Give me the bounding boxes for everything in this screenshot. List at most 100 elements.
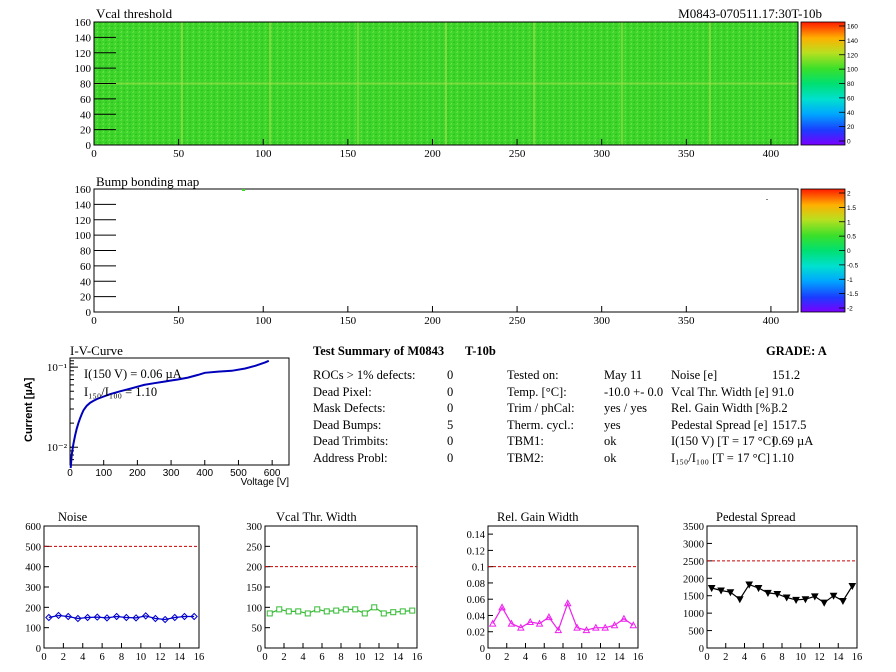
- data-point: [304, 610, 311, 617]
- data-point: [314, 606, 321, 613]
- vcal-scale-ticks-label: 140: [847, 38, 858, 45]
- plot-x-tick-label: 6: [319, 652, 324, 663]
- vcal-x-tick-label: 300: [593, 148, 610, 160]
- data-point: [829, 592, 838, 600]
- series-line: [48, 614, 195, 621]
- plot-x-tick-label: 12: [374, 652, 385, 663]
- plot-y-tick-label: 0: [257, 644, 262, 655]
- summary-left-label: ROCs > 1% defects:: [313, 368, 416, 382]
- bump-scale-ticks-label: 2: [847, 191, 851, 198]
- bump-map-title: Bump bonding map: [96, 174, 199, 189]
- iv-y-tick-label: 10⁻¹: [47, 362, 67, 374]
- plot-x-tick-label: 2: [504, 652, 509, 663]
- data-point: [45, 613, 53, 622]
- data-point: [380, 610, 387, 617]
- plot-x-tick-label: 0: [485, 652, 490, 663]
- plot-y-tick-label: 0: [699, 644, 704, 655]
- plot-x-tick-label: 12: [595, 652, 606, 663]
- bump-scale-ticks-label: 0: [847, 248, 851, 255]
- data-point: [399, 608, 406, 615]
- bump-x-tick-label: 300: [593, 315, 610, 327]
- summary-middle-value: ok: [604, 451, 617, 465]
- plot-y-tick-label: 150: [246, 583, 262, 594]
- plot-x-tick-label: 2: [61, 652, 66, 663]
- bump-x-tick-label: 200: [424, 315, 441, 327]
- vcal-y-tick-label: 40: [80, 109, 92, 121]
- summary-middle-label: Tested on:: [507, 368, 559, 382]
- series-line: [269, 606, 413, 615]
- data-point: [190, 612, 198, 621]
- data-point: [573, 623, 581, 631]
- plot-y-tick-label: 200: [25, 603, 41, 614]
- plot-x-tick-label: 0: [262, 652, 267, 663]
- vcal-y-tick-label: 100: [75, 63, 92, 75]
- iv-annotation-ratio: I₁₅₀/I₁₀₀ = 1.10: [84, 385, 157, 399]
- data-point: [848, 582, 857, 590]
- summary-left-label: Dead Bumps:: [313, 417, 382, 432]
- data-point: [764, 589, 772, 597]
- vcal-y-tick-label: 160: [75, 17, 92, 29]
- data-point: [323, 608, 330, 615]
- data-point: [839, 597, 847, 605]
- plot-x-tick-label: 16: [633, 652, 644, 663]
- data-point: [488, 619, 497, 627]
- data-point: [103, 614, 111, 622]
- bump-x-tick-label: 150: [340, 315, 357, 327]
- data-point: [707, 585, 716, 593]
- iv-x-tick-label: 200: [129, 468, 146, 479]
- data-point: [620, 614, 628, 622]
- summary-middle-value: -10.0 +- 0.0: [604, 384, 664, 399]
- plot-x-tick-label: 8: [779, 652, 784, 663]
- data-point: [735, 596, 744, 604]
- bump-y-tick-label: 120: [75, 215, 92, 227]
- bump-x-tick-label: 400: [763, 315, 780, 327]
- bump-x-tick-label: 100: [255, 315, 272, 327]
- summary-right-value: 3.2: [772, 401, 788, 416]
- plot-x-tick-label: 8: [338, 652, 343, 663]
- plot-2: Rel. Gain Width 0 0.02 0.04 0.06 0.08 0.1 0.12 0…: [467, 510, 644, 663]
- summary-middle-label: Therm. cycl.:: [507, 417, 574, 432]
- series-line: [492, 601, 634, 632]
- vcal-x-tick-label: 400: [763, 148, 780, 160]
- iv-x-tick-label: 500: [230, 468, 247, 479]
- bump-y-tick-label: 60: [80, 261, 92, 273]
- plot-x-tick-label: 2: [723, 652, 728, 663]
- summary-middle-label: Trim / phCal:: [507, 401, 575, 416]
- bump-scale-ticks-label: 1.5: [847, 205, 856, 212]
- iv-x-tick-label: 400: [196, 468, 213, 479]
- plot-y-tick-label: 1000: [683, 609, 704, 620]
- plot-y-tick-label: 200: [246, 563, 262, 574]
- iv-curve-line: [69, 359, 270, 469]
- plot-y-tick-label: 2000: [683, 574, 704, 585]
- vcal-scale-ticks-label: 80: [847, 81, 855, 88]
- plot-0: Noise 0 100 200 300 400 500 600 0 2 4 6 8 10 12 14 16: [25, 510, 204, 663]
- vcal-y-tick-label: 0: [86, 140, 92, 152]
- iv-x-tick-label: 300: [163, 468, 180, 479]
- grade-label: GRADE: A: [766, 344, 827, 358]
- data-point: [142, 612, 150, 620]
- vcal-x-tick-label: 200: [424, 148, 441, 160]
- data-point: [726, 589, 735, 597]
- vcal-scale-ticks-label: 0: [847, 139, 851, 146]
- summary-left-value: 0: [447, 368, 454, 382]
- summary-left-value: 0: [447, 451, 454, 465]
- series-line: [711, 583, 853, 604]
- data-point: [64, 612, 72, 621]
- data-point: [601, 623, 610, 631]
- bump-y-tick-label: 40: [80, 276, 92, 288]
- data-point: [629, 621, 638, 629]
- summary-right-label: Vcal Thr. Width [e]: [671, 384, 769, 399]
- vcal-scale-ticks-label: 20: [847, 124, 855, 131]
- summary-left-label: Dead Pixel:: [313, 384, 372, 399]
- data-point: [754, 585, 763, 593]
- plot-x-tick-label: 4: [523, 652, 529, 663]
- summary-right-label: Noise [e]: [671, 368, 718, 382]
- plot-y-tick-label: 400: [25, 563, 41, 574]
- data-point: [285, 608, 292, 615]
- vcal-scale-ticks-label: 160: [847, 24, 858, 31]
- plot-y-tick-label: 500: [688, 627, 704, 638]
- bump-y-tick-label: 20: [80, 292, 92, 304]
- plot-y-tick-label: 600: [25, 522, 41, 533]
- plot-y-tick-label: 50: [252, 624, 263, 635]
